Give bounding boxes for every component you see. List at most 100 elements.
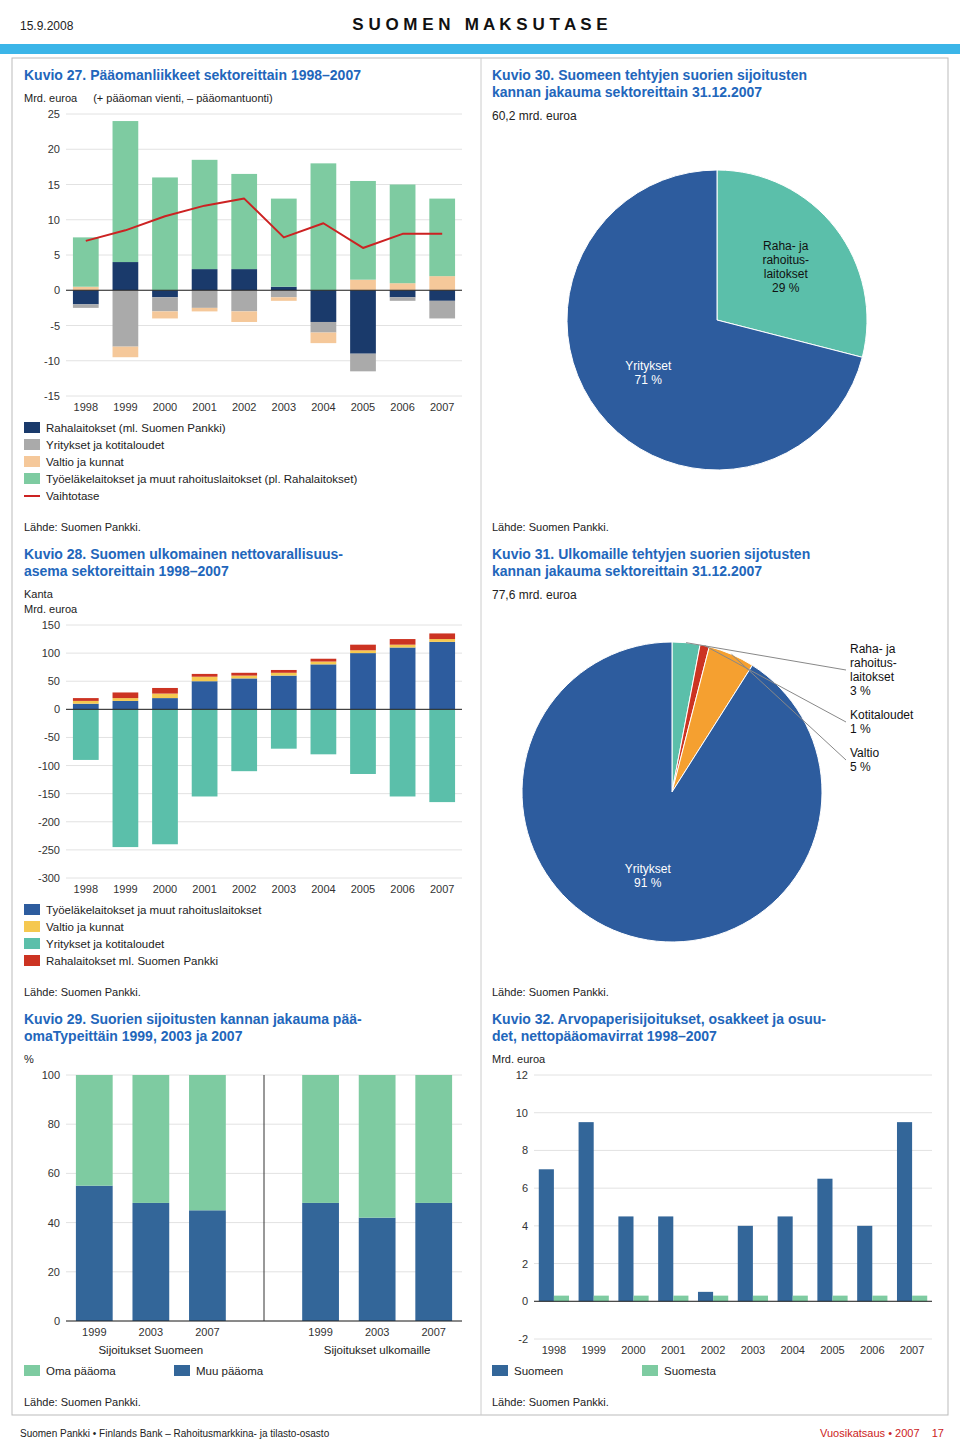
data-label: Raha- jarahoitus-laitokset29 %: [762, 239, 809, 295]
x-tick-label: 1999: [113, 883, 137, 895]
chart-panel: Kuvio 28. Suomen ulkomainen nettovaralli…: [24, 546, 462, 998]
y-tick-label: 10: [516, 1107, 528, 1119]
legend-entry: Muu pääoma: [196, 1365, 264, 1377]
bar-segment: [359, 1075, 396, 1218]
bar-segment: [302, 1203, 339, 1321]
bar-segment: [152, 698, 178, 709]
x-tick-label: 1998: [542, 1344, 566, 1356]
x-tick-label: 1999: [82, 1326, 106, 1338]
bar-segment: [271, 199, 297, 287]
bar-segment: [271, 290, 297, 297]
group-separator: [264, 1075, 265, 1321]
bar-segment: [390, 645, 416, 648]
bar-segment: [231, 676, 257, 679]
x-tick-label: 2007: [430, 883, 454, 895]
chart-panel: Kuvio 30. Suomeen tehtyjen suorien sijoi…: [492, 67, 867, 533]
bar-segment: [113, 698, 139, 701]
y-tick-label: 0: [522, 1295, 528, 1307]
x-tick-label: 2005: [351, 401, 375, 413]
bar-segment: [231, 678, 257, 709]
bar-segment: [113, 709, 139, 847]
bar-segment: [311, 662, 337, 665]
bar-segment: [311, 659, 337, 662]
legend-entry: Valtio ja kunnat: [46, 456, 125, 468]
y-tick-label: -250: [38, 844, 60, 856]
x-tick-label: 2004: [780, 1344, 804, 1356]
grid-line: [66, 360, 462, 361]
y-tick-label: 12: [516, 1069, 528, 1081]
bar-segment: [429, 301, 455, 319]
x-tick-label: 2006: [390, 401, 414, 413]
y-tick-label: -2: [518, 1333, 528, 1345]
legend-swatch: [24, 495, 40, 497]
label-leader: [705, 646, 846, 722]
y-tick-label: 80: [48, 1118, 60, 1130]
bar: [658, 1216, 673, 1301]
plot-marks: [76, 1075, 452, 1321]
x-tick-label: 2001: [192, 401, 216, 413]
legend-swatch: [24, 1365, 40, 1376]
page: 15.9.2008S U O M E N M A K S U T A S ESu…: [0, 0, 960, 1450]
legend-entry: Suomeen: [514, 1365, 563, 1377]
legend-entry: Vaihtotase: [46, 490, 100, 502]
y-tick-label: -100: [38, 760, 60, 772]
bar-segment: [311, 290, 337, 322]
bar-segment: [192, 290, 218, 308]
bar-segment: [113, 347, 139, 358]
y-tick-label: 150: [42, 619, 60, 631]
bar-segment: [192, 709, 218, 796]
bar-segment: [311, 664, 337, 709]
x-tick-label: 2002: [232, 401, 256, 413]
x-tick-label: 1999: [113, 401, 137, 413]
bar-segment: [271, 709, 297, 748]
data-label: Valtio5 %: [850, 746, 879, 774]
bar: [912, 1296, 927, 1302]
bar: [698, 1292, 713, 1301]
y-tick-label: 5: [54, 249, 60, 261]
y-tick-label: 25: [48, 108, 60, 120]
x-tick-label: 2007: [421, 1326, 445, 1338]
y-axis-label: Mrd. euroa: [24, 603, 78, 615]
bar-segment: [311, 322, 337, 333]
bar: [594, 1296, 609, 1302]
bar-segment: [152, 311, 178, 318]
grid-line: [534, 1301, 932, 1302]
source-note: Lähde: Suomen Pankki.: [24, 986, 141, 998]
x-tick-label: 2006: [860, 1344, 884, 1356]
pie-slice: [567, 170, 862, 470]
y-tick-label: 10: [48, 214, 60, 226]
bar: [817, 1179, 832, 1302]
bar-segment: [76, 1186, 113, 1321]
x-tick-label: 2003: [139, 1326, 163, 1338]
bar: [793, 1296, 808, 1302]
bar-segment: [231, 269, 257, 290]
bar-segment: [429, 290, 455, 301]
source-note: Lähde: Suomen Pankki.: [24, 1396, 141, 1408]
bar-segment: [192, 681, 218, 709]
bar-segment: [73, 701, 99, 704]
chart-subtitle: (+ pääoman vienti, – pääomantuonti): [93, 92, 272, 104]
page-border: [12, 58, 948, 1415]
grid-line: [534, 1075, 932, 1076]
x-tick-label: 2005: [351, 883, 375, 895]
y-tick-label: -10: [44, 355, 60, 367]
plot-marks: [73, 121, 455, 371]
bar-segment: [350, 290, 376, 353]
zero-line: [66, 709, 462, 710]
bar: [539, 1169, 554, 1301]
bar-segment: [271, 673, 297, 676]
chart-title: Kuvio 32. Arvopaperisijoitukset, osakkee…: [492, 1011, 826, 1044]
bar-segment: [113, 701, 139, 709]
y-tick-label: 20: [48, 143, 60, 155]
legend-swatch: [24, 473, 40, 484]
y-tick-label: 4: [522, 1220, 528, 1232]
group-label: Sijoitukset ulkomaille: [324, 1344, 431, 1356]
y-tick-label: 60: [48, 1167, 60, 1179]
bar-segment: [73, 704, 99, 710]
source-note: Lähde: Suomen Pankki.: [492, 986, 609, 998]
bar-segment: [113, 692, 139, 698]
chart-panel: Kuvio 31. Ulkomaille tehtyjen suorien si…: [492, 546, 914, 998]
x-tick-label: 2000: [153, 883, 177, 895]
bar-segment: [231, 311, 257, 322]
x-tick-label: 2003: [741, 1344, 765, 1356]
